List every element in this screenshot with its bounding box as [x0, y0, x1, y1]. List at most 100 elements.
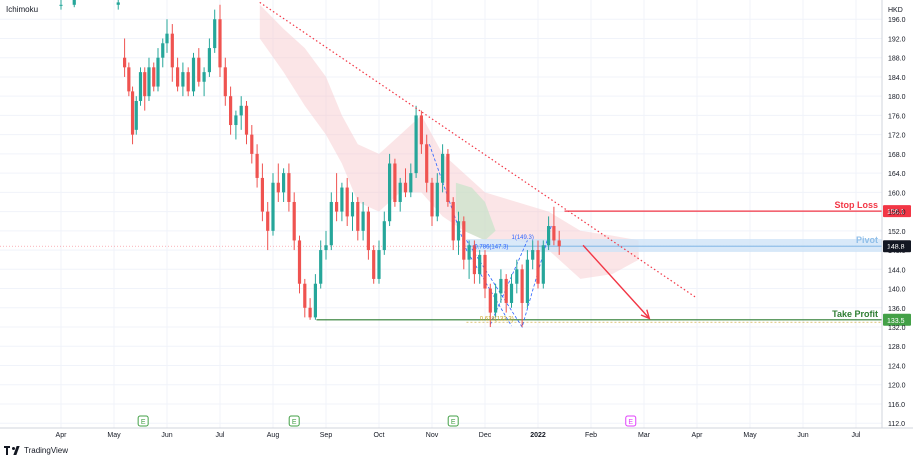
candle-body	[287, 173, 291, 202]
candle-body	[388, 163, 392, 222]
candle-body	[72, 0, 76, 5]
candle-body	[223, 67, 227, 97]
candle-body	[557, 240, 561, 247]
candle-body	[462, 221, 466, 260]
tradingview-icon	[4, 445, 20, 455]
candle-body	[403, 182, 408, 193]
price-badge	[883, 205, 911, 218]
candle-body	[207, 48, 211, 73]
earnings-marker[interactable]	[447, 415, 459, 427]
y-tick-label: 144.0	[888, 267, 906, 274]
level-label: Pivot	[856, 235, 878, 245]
candle-body	[552, 226, 556, 241]
candle-body	[134, 100, 138, 130]
candle-body	[266, 211, 270, 231]
candle-body	[123, 57, 127, 68]
x-tick-label: Apr	[56, 432, 68, 439]
candle-body	[372, 250, 376, 279]
x-tick-label: Jun	[161, 432, 172, 439]
candle-body	[170, 33, 174, 68]
y-tick-label: 184.0	[888, 75, 906, 82]
x-tick-label: Mar	[638, 432, 651, 439]
candle-body	[143, 72, 147, 97]
candle-body	[366, 211, 370, 251]
candle-body	[297, 240, 302, 284]
tradingview-logo[interactable]: TradingView	[4, 443, 68, 457]
y-tick-label: 168.0	[888, 152, 906, 159]
x-tick-label: 2022	[530, 432, 546, 439]
earnings-marker-label: E	[451, 419, 456, 426]
earnings-marker-label: E	[141, 419, 146, 426]
candle-body	[525, 259, 529, 303]
candle-body	[446, 153, 450, 202]
x-tick-label: Apr	[692, 432, 704, 439]
price-badge-label: 148.8	[887, 244, 905, 251]
price-badge	[883, 240, 911, 253]
candle-body	[472, 245, 476, 275]
candle-body	[356, 201, 360, 231]
pivot-zone	[466, 239, 882, 252]
candle-body	[504, 278, 508, 303]
y-tick-label: 180.0	[888, 94, 906, 101]
candle-body	[138, 72, 143, 101]
fib-annotation: 1(149.3)	[512, 235, 534, 241]
candle-body	[441, 153, 445, 183]
candle-body	[335, 201, 339, 212]
earnings-marker[interactable]	[625, 415, 637, 427]
candle-body	[244, 105, 249, 135]
earnings-marker-label: E	[628, 419, 633, 426]
candle-body	[324, 245, 328, 251]
y-tick-label: 116.0	[888, 402, 905, 409]
candle-body	[520, 269, 524, 303]
candle-body	[292, 201, 296, 241]
candle-body	[319, 250, 323, 284]
fib-annotation: 0.618(133.3)	[480, 316, 514, 322]
projection-arrow-head	[640, 309, 651, 320]
candle-body	[197, 57, 201, 82]
candle-body	[494, 293, 498, 313]
earnings-marker-label: E	[292, 419, 297, 426]
indicator-label: Ichimoku	[6, 5, 39, 14]
candle-body	[414, 115, 418, 174]
candle-body	[127, 67, 131, 92]
candle-body	[435, 182, 439, 217]
candle-body	[393, 163, 397, 202]
y-tick-label: 120.0	[888, 383, 906, 390]
x-tick-label: Sep	[320, 432, 333, 439]
candle-body	[181, 72, 185, 87]
candle-body	[515, 269, 519, 284]
candle-body	[161, 43, 165, 58]
candle-body	[451, 201, 455, 241]
candle-body	[308, 307, 312, 318]
y-tick-label: 160.0	[888, 190, 906, 197]
candle-body	[186, 72, 190, 92]
x-tick-label: Nov	[426, 432, 439, 439]
y-tick-label: 192.0	[888, 36, 906, 43]
earnings-marker[interactable]	[137, 415, 149, 427]
y-tick-label: 156.0	[888, 210, 906, 217]
y-tick-label: 112.0	[888, 421, 905, 428]
candle-body	[345, 187, 349, 217]
y-tick-label: 152.0	[888, 229, 906, 236]
candle-body	[255, 153, 259, 178]
y-tick-label: 164.0	[888, 171, 906, 178]
candle-body	[260, 177, 264, 212]
candle-body	[165, 33, 169, 44]
ichimoku-cloud-bull	[455, 182, 496, 241]
projection-arrow-line	[582, 244, 650, 319]
candle-body	[430, 182, 434, 217]
y-tick-label: 188.0	[888, 56, 906, 63]
candle-body	[202, 72, 206, 82]
candle-body	[329, 201, 333, 246]
earnings-marker[interactable]	[288, 415, 300, 427]
candle-body	[239, 105, 243, 116]
candle-body	[213, 19, 217, 49]
candle-body	[276, 182, 280, 193]
candle-body	[59, 4, 63, 6]
candle-body	[313, 283, 317, 318]
candle-body	[488, 288, 492, 313]
level-label: Take Profit	[832, 309, 878, 319]
tradingview-brand: TradingView	[24, 445, 69, 455]
candle-body	[509, 283, 514, 303]
